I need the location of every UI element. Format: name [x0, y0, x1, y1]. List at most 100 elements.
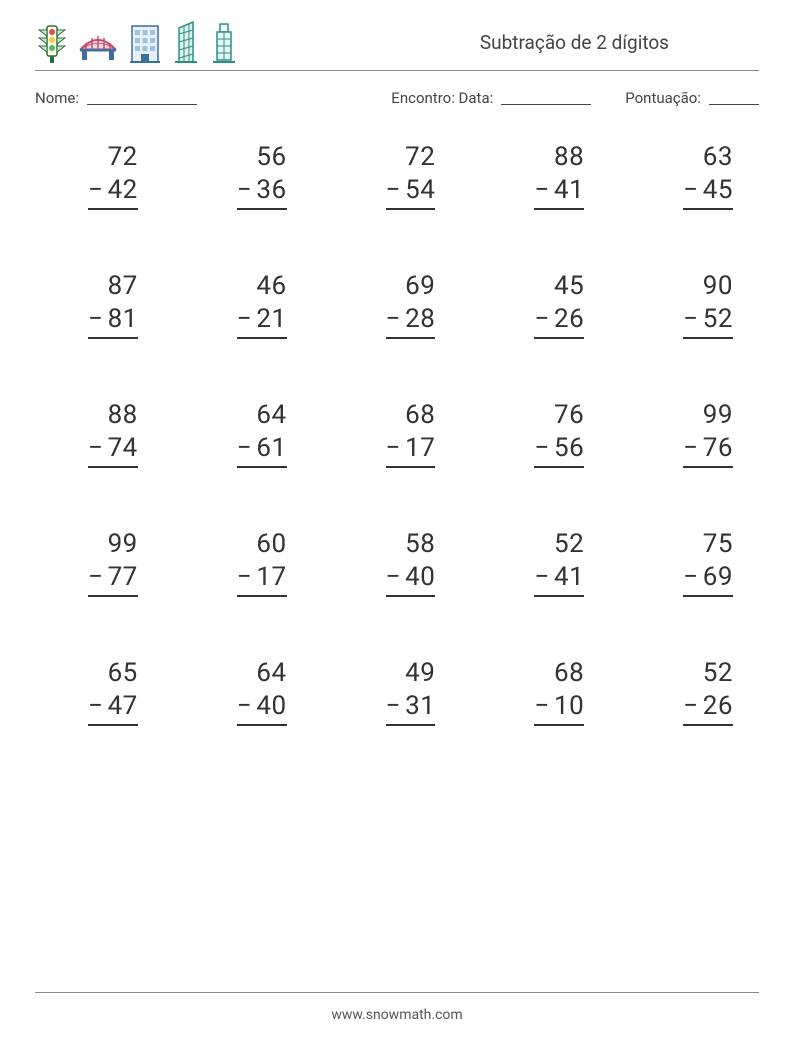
subtrahend: 76 [703, 433, 733, 463]
subtrahend-row: −69 [683, 561, 733, 598]
minus-sign: − [237, 690, 257, 723]
header: Subtração de 2 dígitos [35, 20, 759, 71]
subtrahend: 42 [108, 175, 138, 205]
name-label: Nome: [35, 89, 79, 107]
minuend: 52 [554, 528, 584, 561]
subtrahend: 40 [256, 691, 286, 721]
subtrahend: 10 [554, 691, 584, 721]
subtraction-problem: 68−17 [343, 399, 452, 468]
subtrahend-row: −26 [534, 303, 584, 340]
problem-grid: 72−4256−3672−5488−4163−4587−8146−2169−28… [35, 141, 759, 726]
minuend: 99 [703, 399, 733, 432]
minus-sign: − [88, 690, 108, 723]
minus-sign: − [683, 432, 703, 465]
name-blank[interactable] [87, 89, 197, 105]
subtrahend: 41 [554, 562, 584, 592]
minus-sign: − [683, 690, 703, 723]
minus-sign: − [534, 561, 554, 594]
minuend: 52 [703, 657, 733, 690]
traffic-light-icon [35, 24, 69, 64]
minuend: 68 [405, 399, 435, 432]
minuend: 90 [703, 270, 733, 303]
header-icons [35, 20, 239, 64]
subtraction-problem: 72−54 [343, 141, 452, 210]
minus-sign: − [534, 432, 554, 465]
minus-sign: − [683, 561, 703, 594]
subtrahend-row: −31 [386, 690, 436, 727]
subtrahend: 21 [256, 304, 286, 334]
subtrahend-row: −76 [683, 432, 733, 469]
minuend: 46 [256, 270, 286, 303]
subtraction-problem: 56−36 [194, 141, 303, 210]
subtrahend-row: −74 [88, 432, 138, 469]
minuend: 60 [256, 528, 286, 561]
subtrahend-row: −47 [88, 690, 138, 727]
subtrahend: 45 [703, 175, 733, 205]
subtrahend: 77 [108, 562, 138, 592]
minus-sign: − [237, 303, 257, 336]
date-blank[interactable] [501, 89, 591, 105]
subtraction-problem: 68−10 [491, 657, 600, 726]
minus-sign: − [88, 303, 108, 336]
subtraction-problem: 46−21 [194, 270, 303, 339]
subtraction-problem: 99−77 [45, 528, 154, 597]
subtrahend: 54 [405, 175, 435, 205]
page: Subtração de 2 dígitos Nome: Encontro: D… [0, 0, 794, 726]
minus-sign: − [386, 432, 406, 465]
subtraction-problem: 87−81 [45, 270, 154, 339]
minuend: 63 [703, 141, 733, 174]
subtrahend: 52 [703, 304, 733, 334]
subtraction-problem: 52−26 [640, 657, 749, 726]
minuend: 69 [405, 270, 435, 303]
subtrahend-row: −54 [386, 174, 436, 211]
subtrahend: 26 [703, 691, 733, 721]
subtrahend-row: −52 [683, 303, 733, 340]
office-building-icon [127, 22, 163, 64]
subtrahend-row: −17 [386, 432, 436, 469]
subtrahend: 36 [256, 175, 286, 205]
subtraction-problem: 65−47 [45, 657, 154, 726]
subtrahend-row: −26 [683, 690, 733, 727]
bridge-icon [77, 24, 119, 64]
minus-sign: − [88, 432, 108, 465]
subtrahend: 28 [405, 304, 435, 334]
skyscraper-frame-icon [209, 20, 239, 64]
encounter-label: Encontro: Data: [391, 89, 493, 107]
minus-sign: − [386, 303, 406, 336]
page-title: Subtração de 2 dígitos [480, 31, 759, 54]
subtrahend: 69 [703, 562, 733, 592]
subtrahend: 56 [554, 433, 584, 463]
subtrahend: 26 [554, 304, 584, 334]
subtrahend: 40 [405, 562, 435, 592]
subtrahend-row: −17 [237, 561, 287, 598]
subtrahend-row: −41 [534, 174, 584, 211]
subtraction-problem: 64−61 [194, 399, 303, 468]
subtrahend-row: −10 [534, 690, 584, 727]
subtraction-problem: 45−26 [491, 270, 600, 339]
subtraction-problem: 52−41 [491, 528, 600, 597]
subtrahend-row: −40 [237, 690, 287, 727]
minuend: 75 [703, 528, 733, 561]
subtrahend-row: −28 [386, 303, 436, 340]
subtrahend: 17 [405, 433, 435, 463]
subtraction-problem: 99−76 [640, 399, 749, 468]
subtrahend: 31 [405, 691, 435, 721]
minuend: 72 [108, 141, 138, 174]
subtrahend-row: −21 [237, 303, 287, 340]
info-gap [599, 89, 617, 107]
subtrahend: 47 [108, 691, 138, 721]
minus-sign: − [237, 561, 257, 594]
skyscraper-glass-icon [171, 20, 201, 64]
minuend: 68 [554, 657, 584, 690]
subtrahend-row: −36 [237, 174, 287, 211]
minus-sign: − [88, 174, 108, 207]
score-blank[interactable] [709, 89, 759, 105]
minuend: 76 [554, 399, 584, 432]
subtraction-problem: 64−40 [194, 657, 303, 726]
minuend: 88 [108, 399, 138, 432]
footer-rule [35, 992, 759, 993]
subtraction-problem: 63−45 [640, 141, 749, 210]
subtrahend-row: −56 [534, 432, 584, 469]
minus-sign: − [534, 174, 554, 207]
subtraction-problem: 72−42 [45, 141, 154, 210]
